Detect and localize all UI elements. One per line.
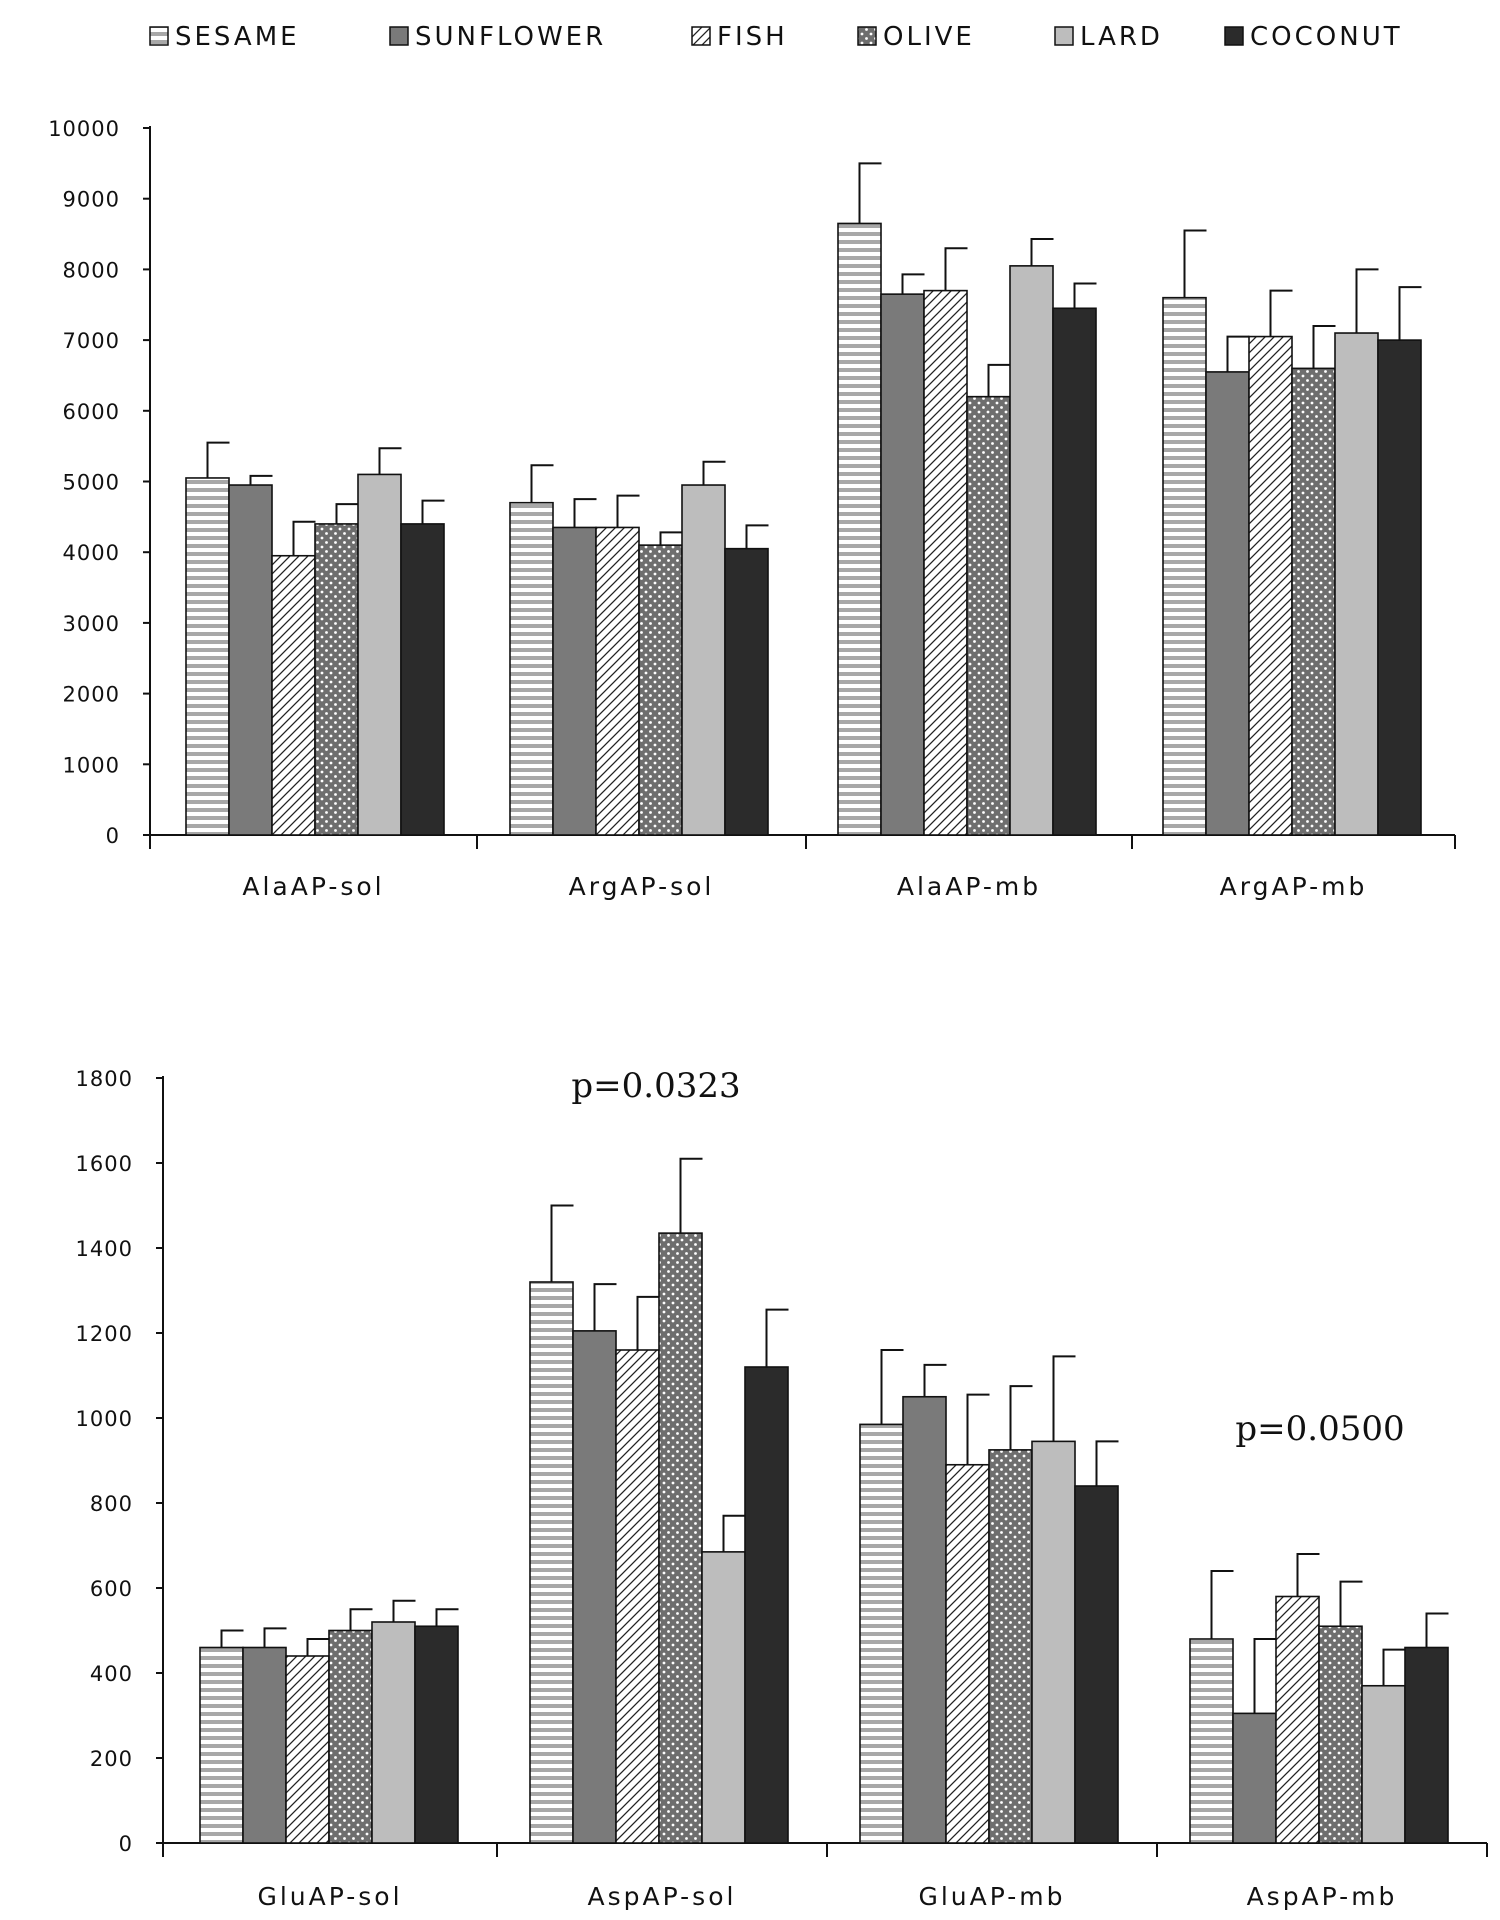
bar-lard-argap-sol [681,484,726,836]
bar-coconut-alaap-sol [400,523,445,836]
chart-top: 0 1000 2000 3000 4000 5000 6000 7000 8000 9000 100… [48,117,1456,901]
legend-swatch-sunflower [389,26,409,46]
y-tick-label: 1000 [63,753,120,777]
y-tick-label: 0 [119,1832,133,1856]
bar-lard-argap-mb [1334,332,1379,836]
legend-swatch-sesame [149,26,169,46]
y-tick-label: 1800 [76,1067,133,1091]
x-category-label-alaap-sol: AlaAP-sol [242,872,384,901]
bar-coconut-argap-sol [724,547,769,836]
bar-coconut-aspap-mb [1404,1646,1449,1844]
legend-swatch-coconut [1224,26,1244,46]
bar-olive-aspap-sol [658,1232,703,1844]
bar-fish-aspap-sol [615,1349,660,1844]
bar-coconut-argap-mb [1377,339,1422,836]
legend: SESAME SUNFLOWER FISH OLIVE LARD COCONUT [149,22,1403,52]
x-category-label-alaap-mb: AlaAP-mb [897,872,1041,901]
bar-fish-argap-sol [595,526,640,836]
y-tick-label: 1600 [76,1152,133,1176]
bar-lard-alaap-mb [1009,265,1054,836]
y-tick-label: 200 [90,1747,133,1771]
bar-olive-gluap-mb [988,1449,1033,1844]
y-tick-label: 400 [90,1662,133,1686]
bar-sesame-gluap-mb [859,1423,904,1844]
y-tick-label: 8000 [63,258,120,282]
x-category-label-gluap-sol: GluAP-sol [257,1882,402,1911]
bar-fish-gluap-sol [285,1655,330,1844]
bar-lard-aspap-mb [1361,1684,1406,1844]
y-tick-label: 1200 [76,1322,133,1346]
y-tick-label: 0 [106,824,120,848]
legend-swatch-lard [1054,26,1074,46]
legend-swatch-fish [691,26,711,46]
bar-sunflower-gluap-sol [242,1646,287,1844]
bar-sesame-gluap-sol [199,1646,244,1844]
bar-fish-gluap-mb [945,1463,990,1844]
bar-sunflower-gluap-mb [902,1395,947,1844]
bar-sunflower-aspap-mb [1232,1712,1277,1844]
bar-lard-gluap-mb [1031,1440,1076,1844]
bar-coconut-alaap-mb [1052,307,1097,836]
bar-fish-alaap-sol [271,554,316,836]
y-tick-label: 1400 [76,1237,133,1261]
y-tick-label: 6000 [63,400,120,424]
legend-label-coconut: COCONUT [1250,22,1403,52]
y-tick-label: 600 [90,1577,133,1601]
y-tick-label: 2000 [63,683,120,707]
legend-label-lard: LARD [1080,22,1163,52]
bar-sunflower-argap-mb [1205,371,1250,836]
bar-olive-alaap-mb [966,395,1011,836]
bar-fish-alaap-mb [923,289,968,836]
bar-sunflower-alaap-mb [880,293,925,836]
legend-label-fish: FISH [717,22,788,52]
y-tick-label: 3000 [63,612,120,636]
bar-lard-aspap-sol [701,1551,746,1844]
bar-olive-gluap-sol [328,1629,373,1844]
y-tick-label: 800 [90,1492,133,1516]
bar-olive-argap-mb [1291,367,1336,836]
p-value-annotation: p=0.0323 [571,1066,740,1106]
bar-olive-aspap-mb [1318,1625,1363,1844]
y-tick-label: 9000 [63,188,120,212]
bar-olive-alaap-sol [314,523,359,836]
bar-coconut-aspap-sol [744,1366,789,1844]
bar-fish-argap-mb [1248,335,1293,836]
p-value-annotation: p=0.0500 [1235,1409,1404,1449]
bar-sesame-argap-sol [509,501,554,836]
bar-sesame-alaap-sol [185,477,230,836]
bar-sesame-alaap-mb [837,222,882,836]
legend-label-olive: OLIVE [883,22,975,52]
chart-bottom: 0 200 400 600 800 1000 1200 1400 1600 1800 GluAP-s… [76,1066,1488,1911]
bar-fish-aspap-mb [1275,1595,1320,1844]
bar-lard-gluap-sol [371,1621,416,1844]
bar-sesame-aspap-mb [1189,1638,1234,1844]
y-tick-label: 5000 [63,471,120,495]
y-tick-label: 1000 [76,1407,133,1431]
x-category-label-aspap-mb: AspAP-mb [1247,1882,1398,1911]
y-tick-label: 7000 [63,329,120,353]
bar-olive-argap-sol [638,544,683,836]
legend-label-sesame: SESAME [175,22,300,52]
bar-sunflower-aspap-sol [572,1330,617,1844]
y-tick-label: 4000 [63,541,120,565]
x-category-label-argap-mb: ArgAP-mb [1220,872,1368,901]
x-category-label-aspap-sol: AspAP-sol [588,1882,737,1911]
legend-label-sunflower: SUNFLOWER [415,22,606,52]
legend-swatch-olive [857,26,877,46]
bar-coconut-gluap-mb [1074,1485,1119,1844]
bar-sesame-aspap-sol [529,1281,574,1844]
bar-sunflower-alaap-sol [228,484,273,836]
x-category-label-argap-sol: ArgAP-sol [569,872,715,901]
x-category-label-gluap-mb: GluAP-mb [918,1882,1065,1911]
y-tick-label: 10000 [48,117,120,141]
bar-coconut-gluap-sol [414,1625,459,1844]
bar-sunflower-argap-sol [552,526,597,836]
bar-sesame-argap-mb [1162,296,1207,836]
bar-lard-alaap-sol [357,473,402,836]
